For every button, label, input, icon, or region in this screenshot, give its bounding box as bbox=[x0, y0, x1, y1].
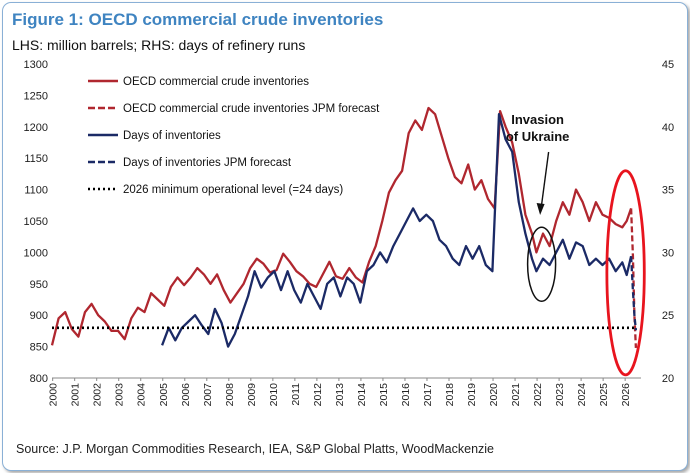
x-tick-label: 2022 bbox=[532, 383, 544, 407]
y-right-tick-label: 35 bbox=[662, 185, 674, 197]
y-left-tick-label: 1250 bbox=[24, 90, 48, 102]
x-tick-label: 2005 bbox=[158, 383, 170, 407]
x-tick-label: 2024 bbox=[576, 383, 588, 407]
y-right-tick-label: 25 bbox=[662, 310, 674, 322]
y-left-tick-label: 1300 bbox=[24, 59, 48, 71]
y-left-tick-label: 1100 bbox=[24, 185, 48, 197]
x-tick-label: 2016 bbox=[400, 383, 412, 407]
annotation-arrowhead bbox=[536, 203, 545, 215]
x-tick-label: 2006 bbox=[180, 383, 192, 407]
y-left-tick-label: 1050 bbox=[24, 216, 48, 228]
x-tick-label: 2019 bbox=[466, 383, 478, 407]
x-tick-label: 2011 bbox=[290, 383, 302, 406]
annotation-label: Invasion bbox=[511, 112, 564, 127]
series-line-3 bbox=[629, 256, 638, 331]
y-left-tick-label: 850 bbox=[30, 342, 48, 354]
y-left-tick-label: 900 bbox=[30, 310, 48, 322]
y-right-tick-label: 40 bbox=[662, 122, 674, 134]
legend-label: Days of inventories bbox=[123, 130, 221, 142]
x-tick-label: 2007 bbox=[202, 383, 214, 407]
x-tick-label: 2008 bbox=[224, 383, 236, 407]
x-tick-label: 2013 bbox=[334, 383, 346, 407]
annotation-arrow bbox=[539, 151, 550, 213]
y-right-tick-label: 45 bbox=[662, 59, 674, 71]
annotation-ellipse bbox=[526, 226, 557, 302]
x-tick-label: 2014 bbox=[356, 383, 368, 407]
x-tick-label: 2026 bbox=[620, 383, 632, 407]
legend-label: 2026 minimum operational level (=24 days… bbox=[123, 184, 343, 196]
y-left-tick-label: 800 bbox=[30, 373, 48, 385]
x-tick-label: 2000 bbox=[48, 383, 60, 407]
x-tick-label: 2010 bbox=[268, 383, 280, 407]
figure-title: Figure 1: OECD commercial crude inventor… bbox=[12, 10, 384, 29]
y-left-tick-label: 1150 bbox=[24, 153, 48, 165]
y-left-tick-label: 950 bbox=[30, 279, 48, 291]
y-left-tick-label: 1000 bbox=[24, 247, 48, 259]
legend-label: OECD commercial crude inventories bbox=[123, 76, 309, 88]
x-tick-label: 2021 bbox=[510, 383, 522, 407]
x-tick-label: 2017 bbox=[422, 383, 434, 407]
legend-label: Days of inventories JPM forecast bbox=[123, 157, 292, 169]
series-line-0 bbox=[50, 106, 633, 346]
figure-subtitle: LHS: million barrels; RHS: days of refin… bbox=[12, 37, 306, 53]
annotation-label: of Ukraine bbox=[506, 129, 570, 144]
annotations-layer: Invasion of Ukraine bbox=[506, 112, 646, 377]
series-layer bbox=[50, 106, 638, 348]
x-tick-label: 2018 bbox=[444, 383, 456, 407]
x-tick-label: 2009 bbox=[246, 383, 258, 407]
axes-layer: 2000 2001 2002 2003 2004 2005 2006 2007 2008 2009… bbox=[24, 59, 675, 406]
figure-source: Source: J.P. Morgan Commodities Research… bbox=[16, 442, 494, 456]
legend: OECD commercial crude inventories OECD co… bbox=[88, 76, 380, 196]
x-tick-label: 2025 bbox=[598, 383, 610, 407]
x-tick-label: 2015 bbox=[378, 383, 390, 407]
y-right-tick-label: 30 bbox=[662, 247, 674, 259]
y-left-tick-label: 1200 bbox=[24, 122, 48, 134]
series-line-2 bbox=[161, 113, 633, 348]
x-tick-label: 2012 bbox=[312, 383, 324, 407]
legend-label: OECD commercial crude inventories JPM fo… bbox=[123, 103, 380, 115]
x-tick-label: 2003 bbox=[114, 383, 126, 407]
x-tick-label: 2001 bbox=[70, 383, 82, 407]
x-tick-label: 2004 bbox=[136, 383, 148, 407]
x-tick-label: 2020 bbox=[488, 383, 500, 407]
x-tick-label: 2023 bbox=[554, 383, 566, 407]
x-tick-label: 2002 bbox=[92, 383, 104, 407]
y-right-tick-label: 20 bbox=[662, 373, 674, 385]
forecast-highlight-ellipse bbox=[605, 169, 646, 377]
